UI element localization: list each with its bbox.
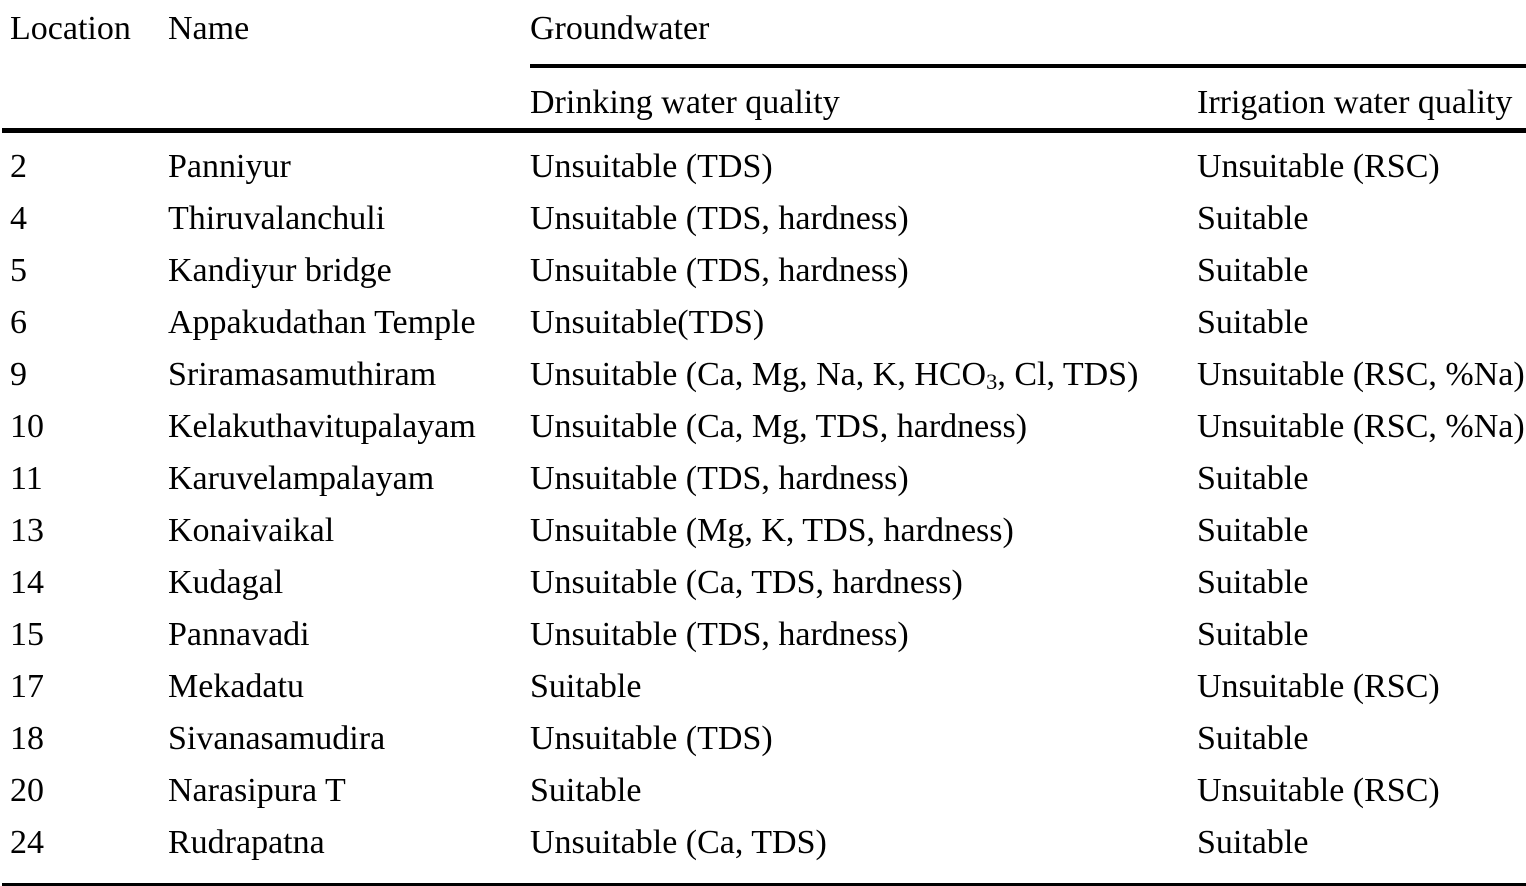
location-cell: 20 [10, 771, 44, 809]
location-column-header: Location [2, 6, 168, 133]
drinking-quality-cell: Unsuitable (Ca, Mg, TDS, hardness) [530, 407, 1028, 445]
name-cell: Sriramasamuthiram [168, 355, 437, 393]
irrigation-quality-cell: Suitable [1197, 719, 1309, 757]
drinking-quality-cell: Unsuitable (TDS, hardness) [530, 199, 909, 237]
table-row: 2 Panniyur Unsuitable (TDS) Unsuitable (… [2, 130, 1526, 193]
irrigation-quality-cell: Suitable [1197, 615, 1309, 653]
table-row: 6 Appakudathan Temple Unsuitable(TDS) Su… [2, 297, 1526, 349]
table-row: 14 Kudagal Unsuitable (Ca, TDS, hardness… [2, 557, 1526, 609]
irrigation-quality-cell: Unsuitable (RSC, %Na) [1197, 355, 1525, 393]
table-row: 5 Kandiyur bridge Unsuitable (TDS, hardn… [2, 245, 1526, 297]
drinking-quality-cell: Suitable [530, 667, 642, 705]
table-row: 18 Sivanasamudira Unsuitable (TDS) Suita… [2, 713, 1526, 765]
irrigation-quality-cell: Suitable [1197, 511, 1309, 549]
drinking-quality-column-header: Drinking water quality [530, 66, 1197, 133]
table-row: 20 Narasipura T Suitable Unsuitable (RSC… [2, 765, 1526, 817]
drinking-quality-cell: Unsuitable (Ca, TDS, hardness) [530, 563, 963, 601]
name-cell: Kandiyur bridge [168, 251, 392, 289]
location-cell: 6 [10, 303, 27, 341]
irrigation-quality-cell: Unsuitable (RSC) [1197, 147, 1440, 185]
table-row: 9 Sriramasamuthiram Unsuitable (Ca, Mg, … [2, 349, 1526, 401]
irrigation-quality-cell: Unsuitable (RSC) [1197, 667, 1440, 705]
table-row: 13 Konaivaikal Unsuitable (Mg, K, TDS, h… [2, 505, 1526, 557]
table-row: 15 Pannavadi Unsuitable (TDS, hardness) … [2, 609, 1526, 661]
table-body: 2 Panniyur Unsuitable (TDS) Unsuitable (… [2, 130, 1526, 886]
paper-table-page: Location Name Groundwater Drinking water… [0, 6, 1526, 886]
name-cell: Konaivaikal [168, 511, 335, 549]
drinking-quality-cell: Unsuitable (TDS, hardness) [530, 459, 909, 497]
irrigation-quality-cell: Suitable [1197, 303, 1309, 341]
drinking-quality-cell: Unsuitable (TDS) [530, 147, 773, 185]
table-row: 11 Karuvelampalayam Unsuitable (TDS, har… [2, 453, 1526, 505]
drinking-quality-cell: Suitable [530, 771, 642, 809]
irrigation-quality-cell: Unsuitable (RSC) [1197, 771, 1440, 809]
header-row-group: Location Name Groundwater [2, 6, 1526, 133]
groundwater-group-header: Groundwater [530, 6, 1526, 68]
name-cell: Thiruvalanchuli [168, 199, 386, 237]
location-cell: 9 [10, 355, 27, 393]
table-row: 4 Thiruvalanchuli Unsuitable (TDS, hardn… [2, 193, 1526, 245]
drinking-quality-cell: Unsuitable(TDS) [530, 303, 765, 341]
name-cell: Panniyur [168, 147, 291, 185]
name-cell: Appakudathan Temple [168, 303, 476, 341]
location-cell: 15 [10, 615, 44, 653]
irrigation-quality-cell: Suitable [1197, 251, 1309, 289]
irrigation-quality-cell: Suitable [1197, 816, 1526, 886]
name-column-header: Name [168, 6, 530, 133]
location-cell: 17 [10, 667, 44, 705]
header-row-subcolumns: Drinking water quality Irrigation water … [2, 66, 1526, 133]
location-cell: 13 [10, 511, 44, 549]
name-cell: Mekadatu [168, 667, 304, 705]
irrigation-quality-column-header: Irrigation water quality [1197, 66, 1526, 133]
irrigation-quality-cell: Unsuitable (RSC, %Na) [1197, 407, 1525, 445]
location-cell: 10 [10, 407, 44, 445]
table-row: 10 Kelakuthavitupalayam Unsuitable (Ca, … [2, 401, 1526, 453]
location-cell: 5 [10, 251, 27, 289]
location-cell: 11 [10, 459, 43, 497]
name-cell: Kelakuthavitupalayam [168, 407, 476, 445]
name-cell: Pannavadi [168, 615, 310, 653]
location-cell: 2 [10, 147, 27, 185]
location-cell: 4 [10, 199, 27, 237]
irrigation-quality-cell: Suitable [1197, 563, 1309, 601]
drinking-quality-cell: Unsuitable (TDS) [530, 719, 773, 757]
name-cell: Narasipura T [168, 771, 346, 809]
irrigation-quality-cell: Suitable [1197, 459, 1309, 497]
location-cell: 24 [2, 816, 168, 886]
groundwater-quality-table: Location Name Groundwater Drinking water… [2, 6, 1526, 886]
drinking-quality-cell: Unsuitable (Ca, TDS) [530, 816, 1197, 886]
location-cell: 14 [10, 563, 44, 601]
drinking-quality-cell: Unsuitable (Mg, K, TDS, hardness) [530, 511, 1014, 549]
name-cell: Rudrapatna [168, 816, 530, 886]
location-cell: 18 [10, 719, 44, 757]
drinking-quality-cell: Unsuitable (TDS, hardness) [530, 615, 909, 653]
name-cell: Sivanasamudira [168, 719, 386, 757]
table-header: Location Name Groundwater Drinking water… [2, 6, 1526, 133]
table-row: 17 Mekadatu Suitable Unsuitable (RSC) [2, 661, 1526, 713]
drinking-quality-cell: Unsuitable (TDS, hardness) [530, 251, 909, 289]
table-row: 24 Rudrapatna Unsuitable (Ca, TDS) Suita… [2, 816, 1526, 886]
drinking-quality-cell: Unsuitable (Ca, Mg, Na, K, HCO3, Cl, TDS… [530, 355, 1139, 395]
irrigation-quality-cell: Suitable [1197, 199, 1309, 237]
name-cell: Kudagal [168, 563, 284, 601]
name-cell: Karuvelampalayam [168, 459, 435, 497]
